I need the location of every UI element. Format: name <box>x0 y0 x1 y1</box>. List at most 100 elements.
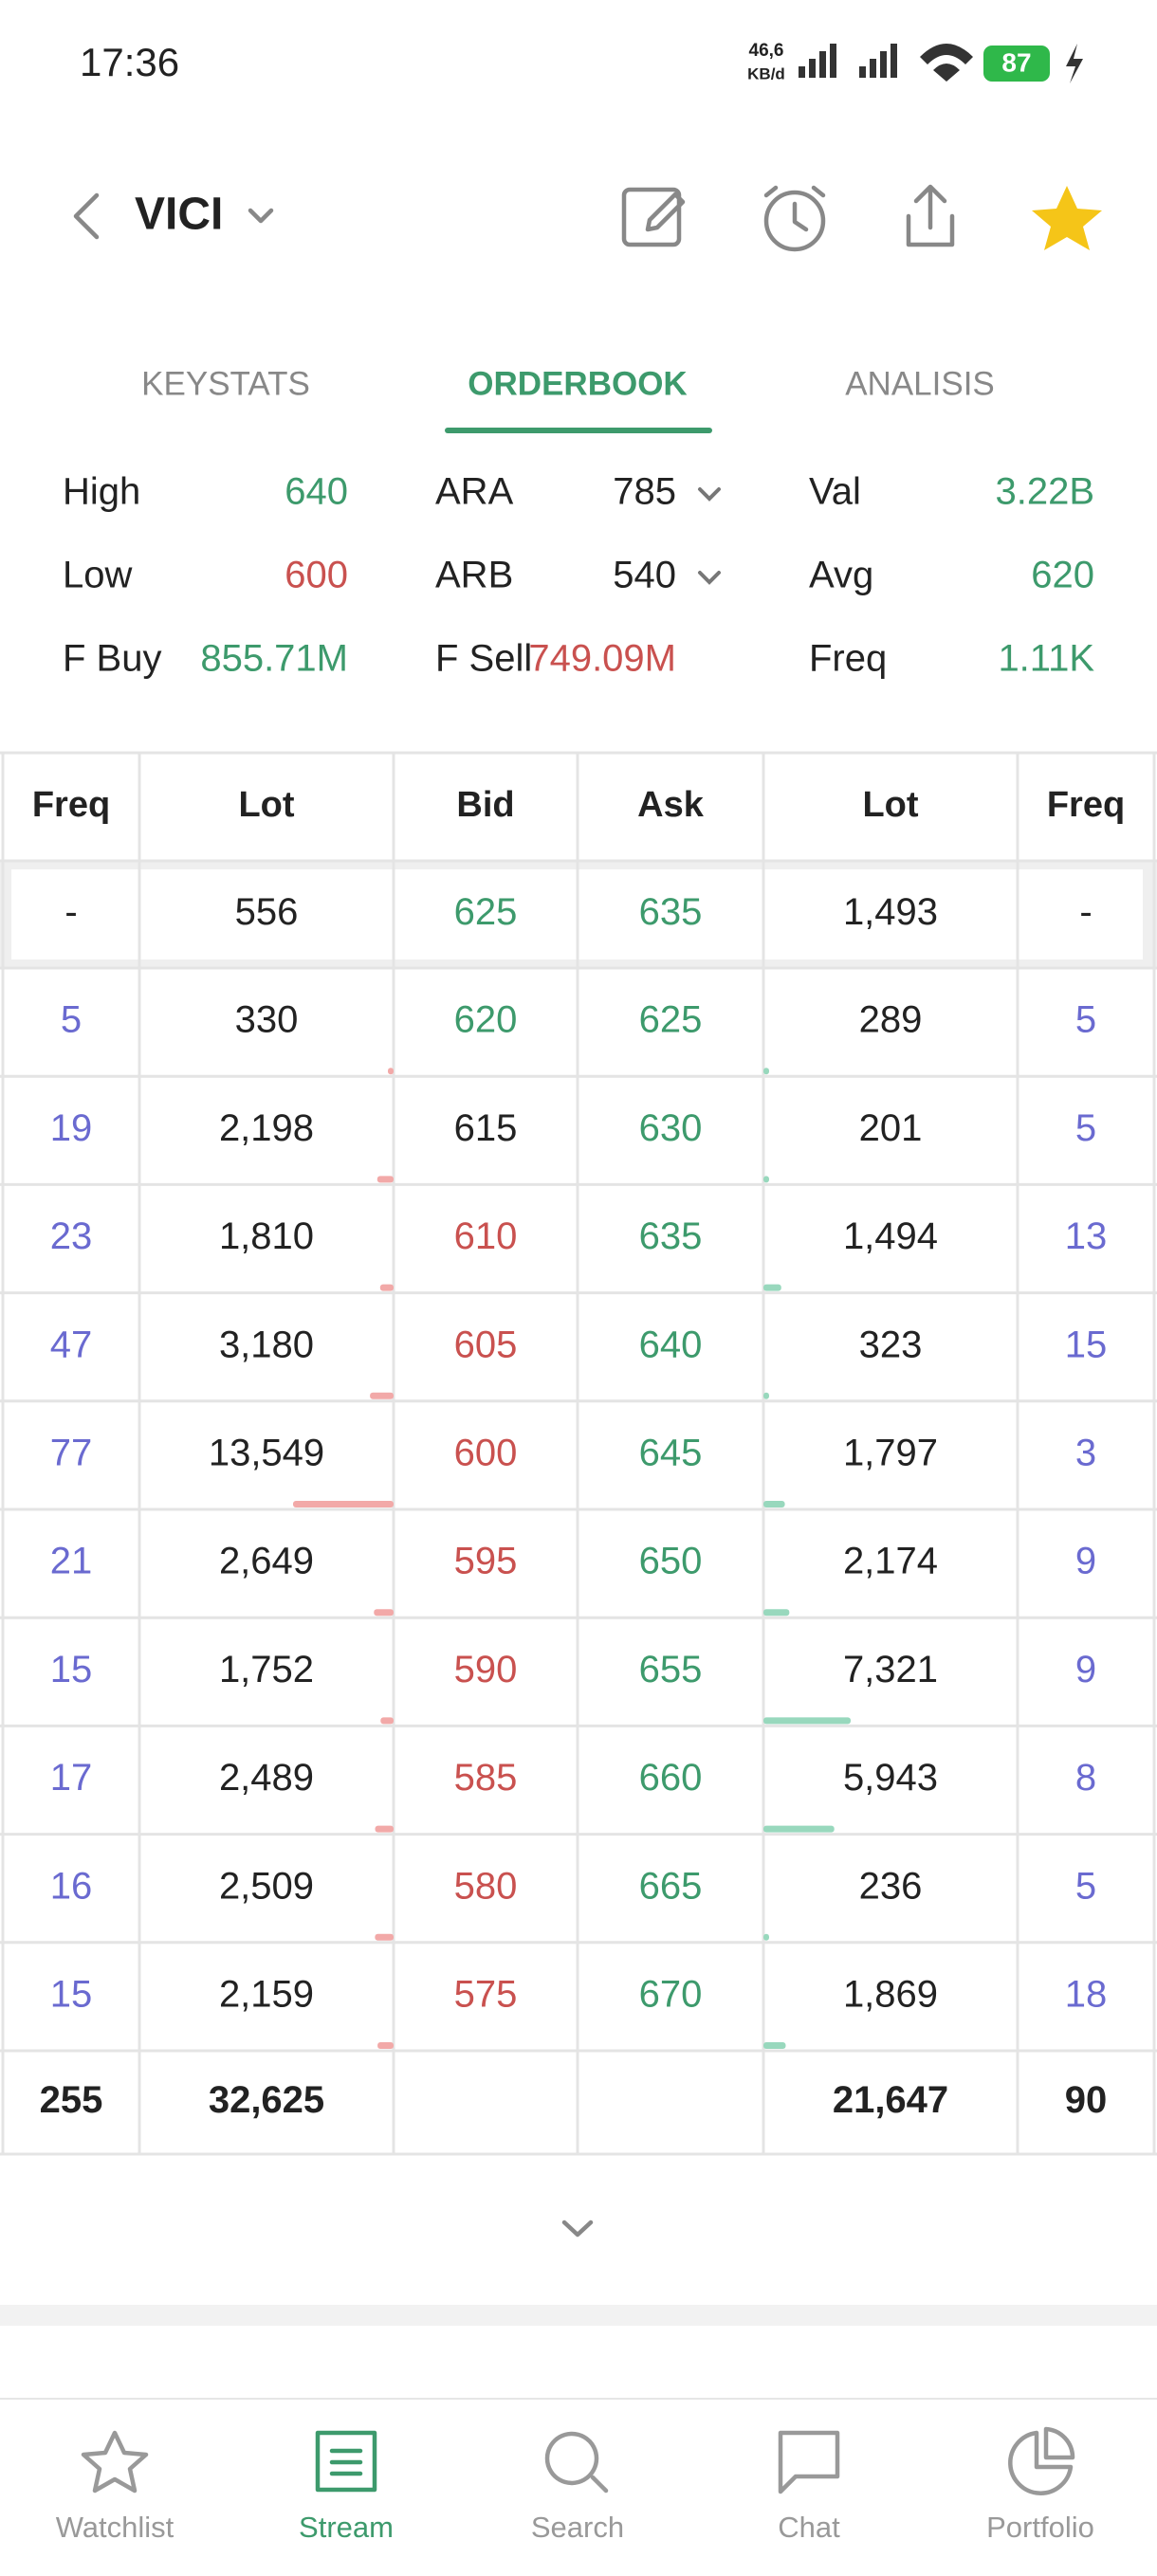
ask-lot: 7,321 <box>843 1649 938 1690</box>
ask-freq: 9 <box>1075 1541 1096 1582</box>
stat-value: 785 <box>613 471 676 513</box>
bid-depth-bar <box>374 1609 394 1617</box>
nav-label[interactable]: Chat <box>778 2511 840 2544</box>
ask-depth-bar <box>763 1392 769 1399</box>
ask-freq: 5 <box>1075 1107 1096 1149</box>
bid-price: 605 <box>454 1324 518 1365</box>
stat-label: F Sell <box>435 638 532 680</box>
ask-freq: 5 <box>1075 999 1096 1041</box>
ask-depth-bar <box>763 1501 785 1507</box>
best-cell: - <box>64 891 77 933</box>
bid-freq: 23 <box>50 1215 93 1257</box>
stat-label: High <box>63 471 140 513</box>
bid-lot: 1,810 <box>219 1215 314 1257</box>
bid-price: 585 <box>454 1757 518 1799</box>
best-cell: 625 <box>454 891 518 933</box>
ask-depth-bar <box>763 1825 835 1833</box>
nav-label[interactable]: Stream <box>299 2511 394 2544</box>
edit-icon[interactable] <box>621 187 686 247</box>
limit-dropdown[interactable] <box>698 571 721 585</box>
ask-freq: 15 <box>1065 1324 1108 1365</box>
status-time: 17:36 <box>80 40 179 84</box>
battery <box>983 46 1050 82</box>
signal-icons <box>799 44 973 82</box>
favorite-star[interactable] <box>1032 186 1102 250</box>
ask-depth-bar <box>763 1068 769 1075</box>
ask-lot: 289 <box>859 999 923 1041</box>
column-header: Freq <box>1047 785 1125 825</box>
stat-label: Freq <box>809 638 887 680</box>
tab-indicator <box>445 428 712 433</box>
ask-depth-bar <box>763 1933 769 1941</box>
ask-depth-bar <box>763 1717 851 1725</box>
bid-depth-bar <box>293 1501 394 1507</box>
nav-icon[interactable] <box>778 2430 840 2494</box>
stat-value: 600 <box>285 555 348 596</box>
ask-lot: 5,943 <box>843 1757 938 1799</box>
bid-depth-bar <box>370 1392 394 1399</box>
back-button[interactable] <box>73 192 100 240</box>
bid-lot: 2,649 <box>219 1541 314 1582</box>
nav-label[interactable]: Search <box>531 2511 624 2544</box>
bid-price: 575 <box>454 1973 518 2015</box>
bid-depth-bar <box>376 1176 394 1183</box>
ask-price: 660 <box>639 1757 703 1799</box>
bid-freq: 17 <box>50 1757 93 1799</box>
column-header: Ask <box>637 785 705 825</box>
nav-label[interactable]: Portfolio <box>986 2511 1094 2544</box>
tab[interactable]: ORDERBOOK <box>468 365 687 402</box>
expand-button[interactable] <box>561 2220 594 2238</box>
ticker-dropdown[interactable] <box>248 208 274 224</box>
bid-lot: 13,549 <box>209 1432 324 1473</box>
tab[interactable]: KEYSTATS <box>141 365 310 402</box>
nav-icon[interactable] <box>1008 2426 1075 2495</box>
ticker[interactable]: VICI <box>135 190 223 240</box>
ask-lot: 1,494 <box>843 1215 938 1257</box>
nav-icon[interactable] <box>544 2431 609 2494</box>
best-cell: 556 <box>235 891 299 933</box>
column-header: Freq <box>32 785 110 825</box>
bid-depth-bar <box>380 1717 394 1725</box>
bid-lot: 2,509 <box>219 1865 314 1907</box>
ask-lot: 201 <box>859 1107 923 1149</box>
bid-price: 600 <box>454 1432 518 1473</box>
ask-price: 665 <box>639 1865 703 1907</box>
ask-lot: 1,797 <box>843 1432 938 1473</box>
nav-icon[interactable] <box>81 2430 149 2494</box>
tab[interactable]: ANALISIS <box>845 365 995 402</box>
nav-label[interactable]: Watchlist <box>56 2511 174 2544</box>
bid-lot: 2,159 <box>219 1973 314 2015</box>
stat-label: Val <box>809 471 861 513</box>
bid-depth-bar <box>375 1825 394 1833</box>
stat-value: 540 <box>613 555 676 596</box>
total-cell: 32,625 <box>209 2079 324 2121</box>
ask-depth-bar <box>763 2042 786 2049</box>
stat-label: Avg <box>809 555 873 596</box>
bid-price: 590 <box>454 1649 518 1690</box>
stat-label: ARA <box>435 471 514 513</box>
alarm-icon[interactable] <box>763 185 826 252</box>
share-icon[interactable] <box>906 184 955 247</box>
ask-depth-bar <box>763 1176 769 1183</box>
bid-price: 610 <box>454 1215 518 1257</box>
ask-lot: 1,869 <box>843 1973 938 2015</box>
limit-dropdown[interactable] <box>698 487 721 502</box>
ask-price: 640 <box>639 1324 703 1365</box>
bid-price: 620 <box>454 999 518 1041</box>
ask-lot: 236 <box>859 1865 923 1907</box>
ask-price: 645 <box>639 1432 703 1473</box>
ask-freq: 9 <box>1075 1649 1096 1690</box>
battery-level: 87 <box>1001 47 1031 77</box>
column-header: Lot <box>862 785 918 825</box>
separator <box>0 2305 1157 2326</box>
bid-lot: 330 <box>235 999 299 1041</box>
ask-freq: 3 <box>1075 1432 1096 1473</box>
best-cell: 1,493 <box>843 891 938 933</box>
bid-lot: 2,198 <box>219 1107 314 1149</box>
ask-price: 650 <box>639 1541 703 1582</box>
ask-depth-bar <box>763 1609 790 1617</box>
bid-freq: 19 <box>50 1107 93 1149</box>
nav-icon[interactable] <box>315 2430 377 2493</box>
bid-freq: 47 <box>50 1324 93 1365</box>
